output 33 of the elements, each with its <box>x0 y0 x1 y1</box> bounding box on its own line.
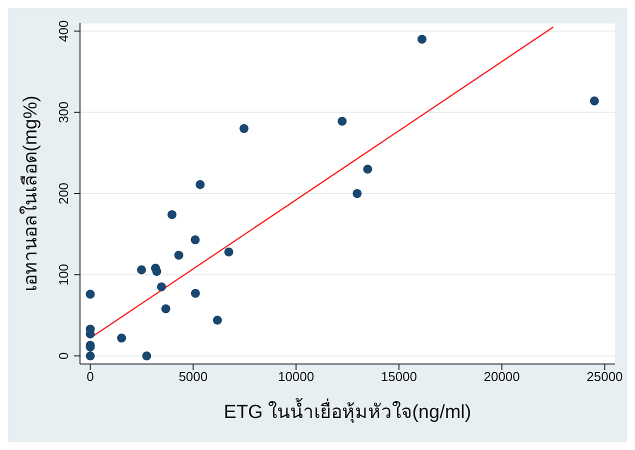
point <box>156 282 166 292</box>
point <box>352 188 362 198</box>
point <box>86 290 95 299</box>
y-tick-label: 100 <box>56 264 71 286</box>
y-tick-label: 400 <box>56 20 71 42</box>
point <box>239 124 249 134</box>
point <box>174 250 184 260</box>
y-tick-label: 300 <box>56 101 71 124</box>
point <box>161 304 170 314</box>
x-tick-label: 10000 <box>278 369 314 384</box>
point <box>590 96 599 106</box>
point <box>338 116 347 126</box>
point <box>167 210 176 220</box>
x-tick-label: 15000 <box>380 369 418 384</box>
point <box>137 265 146 274</box>
x-tick-label: 5000 <box>178 369 208 384</box>
x-tick-label: 25000 <box>586 369 623 384</box>
point <box>190 235 200 244</box>
y-tick-label: 0 <box>56 352 71 360</box>
x-tick-label: 20000 <box>484 369 520 384</box>
point <box>212 316 222 325</box>
point <box>117 334 126 343</box>
y-axis-title: เอทานอลในเลือด(mg%) <box>20 96 42 292</box>
x-tick-label: 0 <box>86 369 94 384</box>
point <box>417 34 426 44</box>
y-tick-label: 200 <box>56 182 71 204</box>
x-axis-title: ETG ในน้ำเยื่อหุ้มหัวใจ(ng/ml) <box>224 398 472 424</box>
point <box>224 247 234 256</box>
point <box>196 180 205 190</box>
point <box>190 288 200 298</box>
point <box>363 164 372 174</box>
point <box>86 351 95 360</box>
point <box>142 351 152 360</box>
